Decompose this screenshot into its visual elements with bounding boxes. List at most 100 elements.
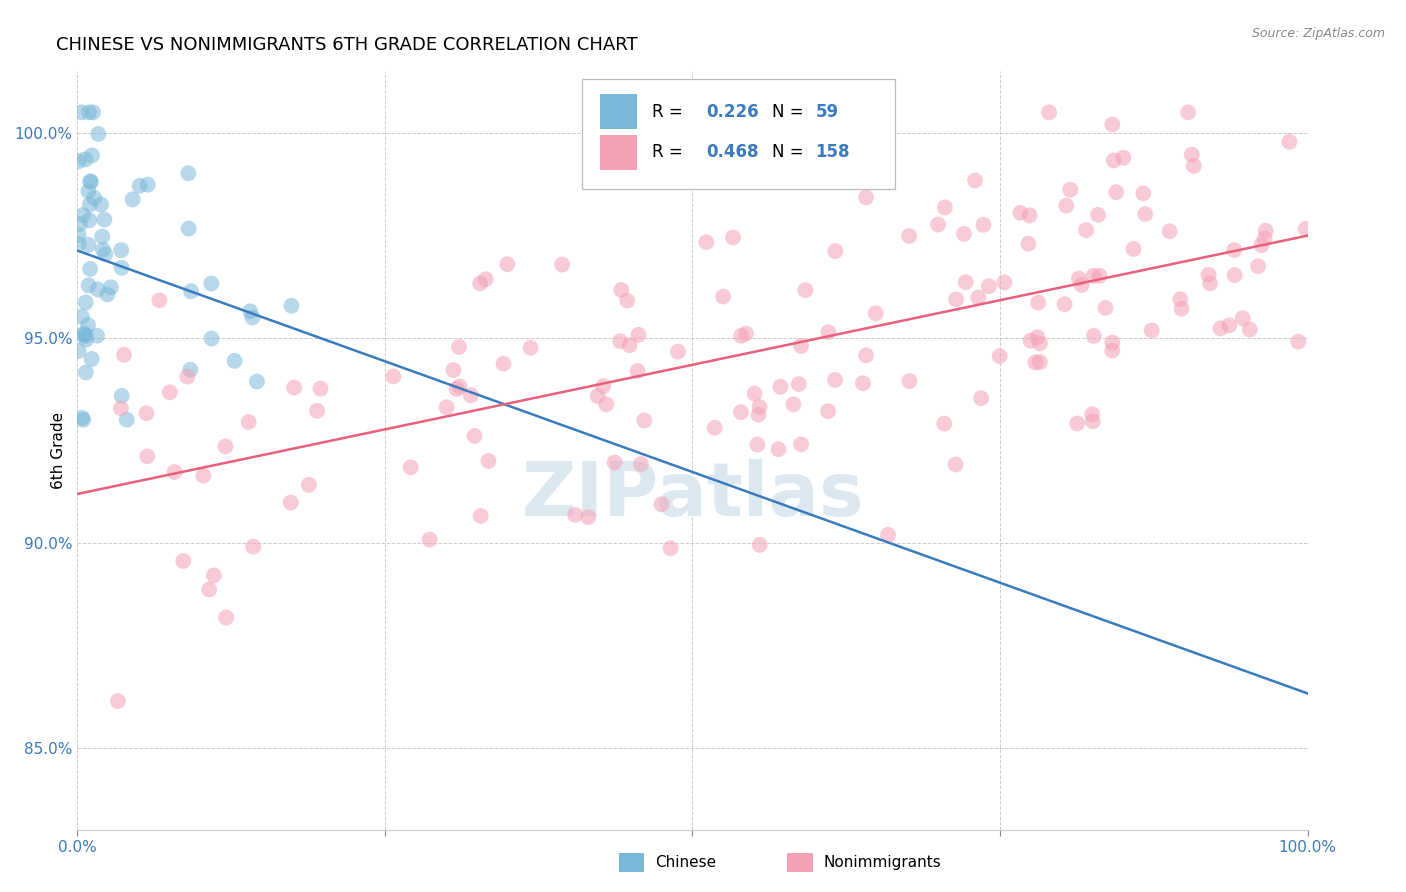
Point [1278, 135, 1301, 149]
Point [79, 261, 101, 276]
Point [80, 148, 103, 162]
Point [730, 328, 752, 343]
Point [280, 495, 302, 509]
Point [242, 540, 264, 554]
Point [934, 201, 956, 215]
Point [1223, 243, 1246, 257]
Point [744, 386, 766, 401]
Point [1135, 207, 1157, 221]
Point [817, 325, 839, 339]
Text: R =: R = [652, 144, 688, 161]
Point [115, 413, 138, 427]
Point [280, 299, 302, 313]
Point [586, 389, 609, 403]
Point [1083, 329, 1105, 343]
Point [1112, 151, 1135, 165]
Point [666, 344, 689, 359]
Point [659, 541, 682, 556]
Point [474, 272, 496, 286]
Point [75, 333, 97, 347]
Point [69, 217, 91, 231]
Point [1253, 232, 1275, 246]
Point [630, 457, 652, 471]
Point [603, 455, 626, 469]
Point [419, 533, 441, 547]
Point [769, 380, 792, 394]
Y-axis label: 6th Grade: 6th Grade [51, 412, 66, 489]
Text: N =: N = [772, 144, 810, 161]
Point [93, 212, 115, 227]
Point [1177, 105, 1199, 120]
Point [179, 363, 201, 377]
Point [1066, 417, 1088, 431]
Point [564, 508, 586, 522]
Point [136, 178, 159, 192]
Point [1295, 222, 1317, 236]
Point [953, 227, 976, 241]
Point [72, 208, 94, 222]
Point [1101, 335, 1123, 350]
Point [633, 413, 655, 427]
Point [79, 213, 101, 227]
Point [1053, 297, 1076, 311]
Point [988, 349, 1011, 363]
Point [790, 437, 813, 451]
Point [91, 229, 114, 244]
Point [1218, 318, 1240, 333]
Point [90, 197, 112, 211]
Point [1250, 238, 1272, 252]
Point [852, 376, 875, 391]
Point [80, 175, 103, 189]
Point [283, 381, 305, 395]
Point [238, 415, 260, 429]
Point [1054, 199, 1077, 213]
FancyBboxPatch shape [600, 95, 637, 128]
Point [1019, 334, 1042, 348]
Point [595, 397, 617, 411]
Point [86, 328, 108, 343]
Point [477, 454, 499, 468]
Point [1182, 159, 1205, 173]
Point [80, 351, 103, 366]
Point [163, 465, 186, 479]
Point [1209, 321, 1232, 335]
Point [977, 279, 1000, 293]
Point [87, 127, 110, 141]
Point [710, 170, 733, 185]
Point [449, 379, 471, 393]
Point [877, 528, 900, 542]
Point [1140, 323, 1163, 337]
Point [75, 329, 97, 343]
Point [824, 373, 846, 387]
Point [100, 280, 122, 294]
Point [1081, 407, 1104, 421]
Point [177, 166, 200, 180]
Point [768, 442, 790, 457]
Point [463, 429, 485, 443]
Point [110, 243, 132, 257]
Point [619, 338, 641, 352]
Text: 158: 158 [815, 144, 851, 161]
Point [198, 582, 221, 597]
Text: CHINESE VS NONIMMIGRANTS 6TH GRADE CORRELATION CHART: CHINESE VS NONIMMIGRANTS 6TH GRADE CORRE… [56, 36, 638, 54]
Point [1067, 271, 1090, 285]
Point [711, 289, 734, 303]
Point [865, 306, 887, 320]
Point [1170, 301, 1192, 316]
Point [1254, 224, 1277, 238]
Text: Chinese: Chinese [655, 855, 716, 870]
Point [159, 385, 181, 400]
Text: 59: 59 [815, 103, 838, 120]
Point [1102, 153, 1125, 168]
Point [436, 401, 458, 415]
Point [551, 258, 574, 272]
Point [496, 257, 519, 271]
Point [855, 190, 877, 204]
Point [748, 538, 770, 552]
Point [224, 354, 246, 368]
Point [927, 218, 949, 232]
Point [1198, 268, 1220, 282]
Point [70, 105, 93, 120]
Point [1070, 277, 1092, 292]
Point [1087, 208, 1109, 222]
